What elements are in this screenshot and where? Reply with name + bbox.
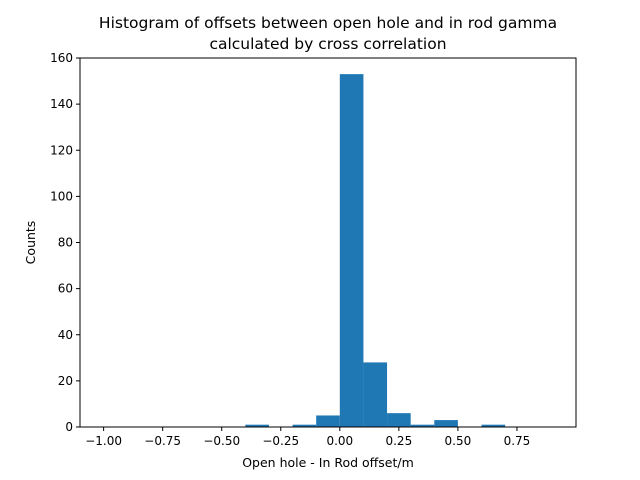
x-tick-label: −0.25 bbox=[262, 434, 299, 448]
y-tick-label: 100 bbox=[50, 189, 73, 203]
x-tick-label: 0.25 bbox=[385, 434, 412, 448]
x-ticks-group: −1.00 −0.75 −0.50 −0.25 0.00 0.25 0.50 0.75 bbox=[85, 427, 530, 448]
histogram-bar bbox=[245, 424, 269, 427]
y-tick-label: 60 bbox=[58, 282, 73, 296]
histogram-bar bbox=[387, 413, 411, 427]
bars-group bbox=[245, 74, 506, 428]
histogram-bar bbox=[410, 424, 435, 427]
plot-area-frame bbox=[79, 57, 577, 428]
histogram-bar bbox=[434, 420, 458, 427]
chart-title-line-1: Histogram of offsets between open hole a… bbox=[99, 14, 557, 32]
x-axis-label: Open hole - In Rod offset/m bbox=[242, 455, 414, 470]
x-tick-label: −0.50 bbox=[203, 434, 240, 448]
y-tick-label: 80 bbox=[58, 236, 73, 250]
x-tick-label: 0.00 bbox=[326, 434, 353, 448]
y-tick-label: 120 bbox=[50, 143, 73, 157]
histogram-bar bbox=[339, 74, 364, 428]
histogram-bar bbox=[363, 362, 388, 427]
y-tick-label: 0 bbox=[65, 420, 73, 434]
y-axis-label: Counts bbox=[23, 221, 38, 265]
y-tick-label: 160 bbox=[50, 51, 73, 65]
histogram-bar bbox=[316, 415, 340, 427]
x-tick-label: 0.50 bbox=[445, 434, 472, 448]
x-tick-label: −1.00 bbox=[85, 434, 122, 448]
x-tick-label: −0.75 bbox=[144, 434, 181, 448]
chart-title-line-2: calculated by cross correlation bbox=[209, 35, 446, 53]
y-tick-label: 140 bbox=[50, 97, 73, 111]
x-tick-label: 0.75 bbox=[504, 434, 531, 448]
y-tick-label: 20 bbox=[58, 374, 73, 388]
y-ticks-group: 0 20 40 60 80 100 120 140 160 bbox=[50, 51, 80, 434]
histogram-bar bbox=[292, 424, 317, 427]
y-tick-label: 40 bbox=[58, 328, 73, 342]
histogram-bar bbox=[481, 424, 506, 427]
